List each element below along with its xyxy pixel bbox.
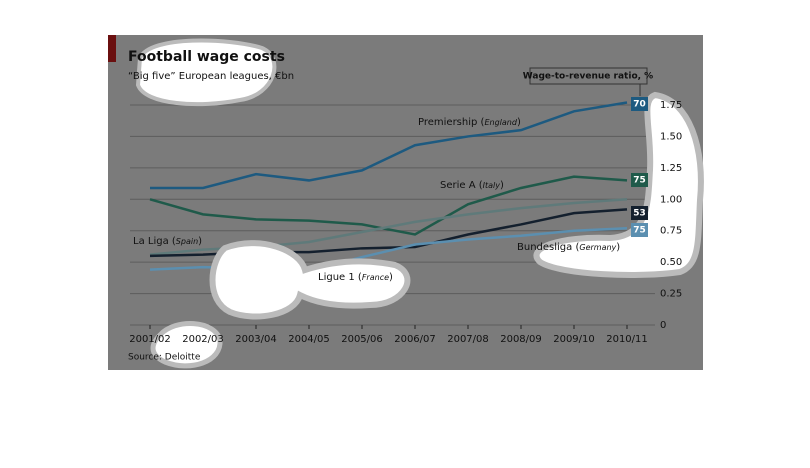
y-tick-label: 0.50 xyxy=(660,257,682,268)
y-tick-label: 1.25 xyxy=(660,163,682,174)
series-country: England xyxy=(484,118,517,127)
x-tick-label: 2002/03 xyxy=(182,334,224,345)
ratio-badge xyxy=(631,223,648,237)
series-country: Germany xyxy=(579,243,616,252)
series-name: La Liga xyxy=(133,236,169,247)
ratio-badge xyxy=(631,173,648,187)
chart-subtitle: “Big five” European leagues, €bn xyxy=(128,71,294,82)
y-tick-label: 1.75 xyxy=(660,100,682,111)
y-tick-label: 1.50 xyxy=(660,131,682,142)
x-tick-label: 2008/09 xyxy=(500,334,542,345)
series-label: La Liga (Spain) xyxy=(133,236,202,247)
series-country: France xyxy=(362,273,389,282)
x-tick-label: 2009/10 xyxy=(553,334,595,345)
series-label: Bundesliga (Germany) xyxy=(517,242,620,253)
chart-title: Football wage costs xyxy=(128,49,285,65)
x-tick-label: 2001/02 xyxy=(129,334,171,345)
y-tick-label: 0.75 xyxy=(660,226,682,237)
x-tick-label: 2010/11 xyxy=(606,334,648,345)
y-annotation: Wage-to-revenue ratio, % xyxy=(523,72,653,82)
x-tick-label: 2003/04 xyxy=(235,334,277,345)
y-tick-label: 1.00 xyxy=(660,194,682,205)
accent-bar xyxy=(108,35,116,62)
ratio-label: 75 xyxy=(633,176,646,186)
series-line xyxy=(149,175,628,236)
annotation-box xyxy=(529,67,648,85)
x-tick-label: 2007/08 xyxy=(447,334,489,345)
x-tick-label: 2006/07 xyxy=(394,334,436,345)
x-tick-label: 2005/06 xyxy=(341,334,383,345)
series-name: Premiership xyxy=(418,117,477,128)
series-name: Bundesliga xyxy=(517,242,572,253)
ratio-badge xyxy=(631,206,648,220)
ratio-label: 70 xyxy=(633,100,646,110)
ratio-label: 75 xyxy=(633,226,646,236)
series-label: Premiership (England) xyxy=(418,117,521,128)
occlusions xyxy=(135,38,704,369)
y-tick-label: 0.25 xyxy=(660,289,682,300)
y-tick-label: 0 xyxy=(660,320,666,331)
series-label: Ligue 1 (France) xyxy=(318,272,393,283)
series-country: Italy xyxy=(483,181,501,190)
series-label: Serie A (Italy) xyxy=(440,180,504,191)
series-name: Serie A xyxy=(440,180,476,191)
series-country: Spain xyxy=(176,237,198,246)
ratio-label: 53 xyxy=(633,209,646,219)
source: Source: Deloitte xyxy=(128,353,201,363)
series-line xyxy=(150,101,628,190)
x-tick-label: 2004/05 xyxy=(288,334,330,345)
series-name: Ligue 1 xyxy=(318,272,355,283)
ratio-badge xyxy=(631,97,648,111)
